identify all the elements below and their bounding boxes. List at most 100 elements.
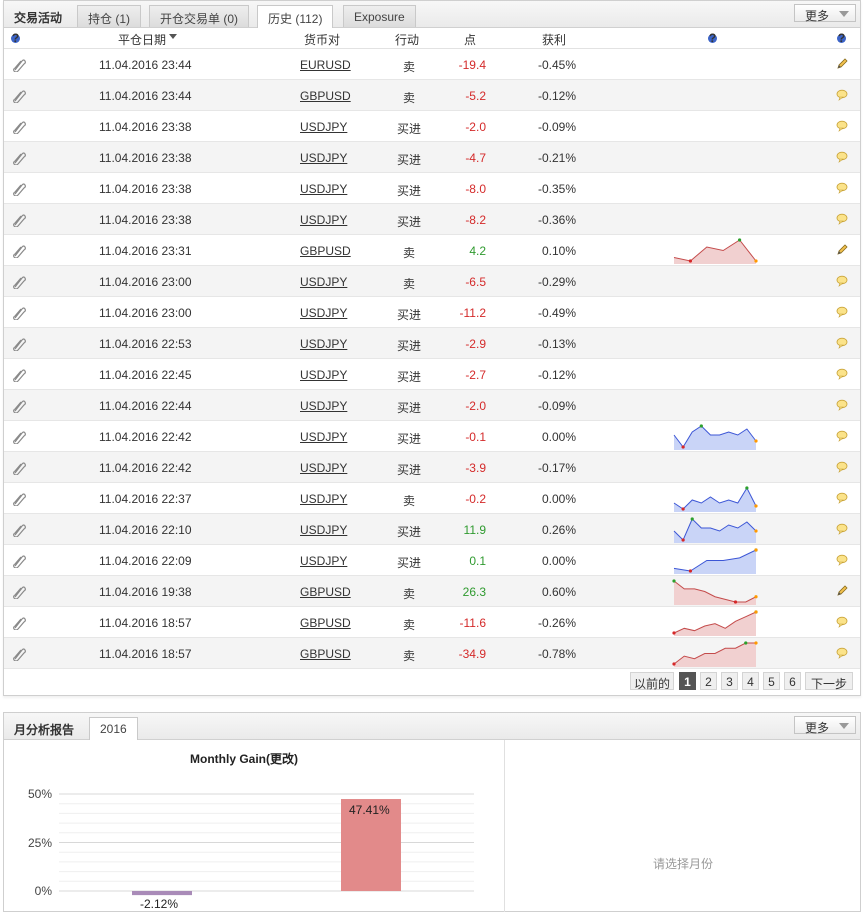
paperclip-icon[interactable]: [12, 554, 26, 568]
currency-pair-link[interactable]: USDJPY: [300, 306, 348, 320]
paperclip-icon[interactable]: [12, 182, 26, 196]
currency-pair-link[interactable]: USDJPY: [300, 461, 348, 475]
comment-icon[interactable]: [836, 275, 848, 287]
currency-pair-link[interactable]: GBPUSD: [300, 585, 351, 599]
comment-icon[interactable]: [836, 647, 848, 659]
table-row[interactable]: 11.04.2016 19:38 GBPUSD 卖 26.3 0.60%: [4, 576, 860, 607]
currency-pair-link[interactable]: GBPUSD: [300, 647, 351, 661]
comment-icon[interactable]: [836, 151, 848, 163]
paperclip-icon[interactable]: [12, 461, 26, 475]
table-row[interactable]: 11.04.2016 22:53 USDJPY 买进 -2.9 -0.13%: [4, 328, 860, 359]
currency-pair-link[interactable]: GBPUSD: [300, 89, 351, 103]
currency-pair-link[interactable]: USDJPY: [300, 368, 348, 382]
pagination-page-4[interactable]: 4: [742, 672, 759, 690]
paperclip-icon[interactable]: [12, 151, 26, 165]
table-row[interactable]: 11.04.2016 18:57 GBPUSD 卖 -11.6 -0.26%: [4, 607, 860, 638]
currency-pair-link[interactable]: USDJPY: [300, 337, 348, 351]
table-row[interactable]: 11.04.2016 22:45 USDJPY 买进 -2.7 -0.12%: [4, 359, 860, 390]
paperclip-icon[interactable]: [12, 399, 26, 413]
table-row[interactable]: 11.04.2016 23:38 USDJPY 买进 -4.7 -0.21%: [4, 142, 860, 173]
comment-icon[interactable]: [836, 120, 848, 132]
tab-exposure[interactable]: Exposure: [343, 5, 416, 27]
currency-pair-link[interactable]: GBPUSD: [300, 244, 351, 258]
currency-pair-link[interactable]: EURUSD: [300, 58, 351, 72]
more-dropdown-button[interactable]: 更多: [794, 716, 856, 735]
comment-icon[interactable]: [836, 523, 848, 535]
comment-icon[interactable]: [836, 182, 848, 194]
paperclip-icon[interactable]: [12, 275, 26, 289]
tab-history[interactable]: 历史 (112): [257, 5, 334, 28]
comment-icon[interactable]: [836, 337, 848, 349]
table-row[interactable]: 11.04.2016 22:42 USDJPY 买进 -3.9 -0.17%: [4, 452, 860, 483]
currency-pair-link[interactable]: USDJPY: [300, 151, 348, 165]
paperclip-icon[interactable]: [12, 213, 26, 227]
paperclip-icon[interactable]: [12, 585, 26, 599]
column-header-close-date[interactable]: 平仓日期: [118, 31, 178, 48]
table-row[interactable]: 11.04.2016 23:00 USDJPY 卖 -6.5 -0.29%: [4, 266, 860, 297]
pagination-next-button[interactable]: 下一步: [805, 672, 853, 691]
currency-pair-link[interactable]: USDJPY: [300, 213, 348, 227]
comment-icon[interactable]: [836, 213, 848, 225]
help-icon[interactable]: ?: [837, 31, 846, 45]
table-row[interactable]: 11.04.2016 22:44 USDJPY 买进 -2.0 -0.09%: [4, 390, 860, 421]
currency-pair-link[interactable]: USDJPY: [300, 182, 348, 196]
pencil-icon[interactable]: [836, 244, 848, 256]
paperclip-icon[interactable]: [12, 337, 26, 351]
pagination-prev-button[interactable]: 以前的: [630, 672, 674, 691]
currency-pair-link[interactable]: USDJPY: [300, 554, 348, 568]
comment-icon[interactable]: [836, 461, 848, 473]
table-row[interactable]: 11.04.2016 23:38 USDJPY 买进 -2.0 -0.09%: [4, 111, 860, 142]
tab-year-2016[interactable]: 2016: [89, 717, 138, 740]
table-row[interactable]: 11.04.2016 23:44 GBPUSD 卖 -5.2 -0.12%: [4, 80, 860, 111]
table-row[interactable]: 11.04.2016 22:10 USDJPY 买进 11.9 0.26%: [4, 514, 860, 545]
paperclip-icon[interactable]: [12, 89, 26, 103]
paperclip-icon[interactable]: [12, 244, 26, 258]
pagination-page-5[interactable]: 5: [763, 672, 780, 690]
paperclip-icon[interactable]: [12, 120, 26, 134]
currency-pair-link[interactable]: USDJPY: [300, 399, 348, 413]
comment-icon[interactable]: [836, 616, 848, 628]
table-row[interactable]: 11.04.2016 23:38 USDJPY 买进 -8.2 -0.36%: [4, 204, 860, 235]
table-row[interactable]: 11.04.2016 23:31 GBPUSD 卖 4.2 0.10%: [4, 235, 860, 266]
paperclip-icon[interactable]: [12, 647, 26, 661]
comment-icon[interactable]: [836, 89, 848, 101]
table-row[interactable]: 11.04.2016 22:42 USDJPY 买进 -0.1 0.00%: [4, 421, 860, 452]
bar[interactable]: [132, 891, 192, 896]
currency-pair-link[interactable]: USDJPY: [300, 430, 348, 444]
paperclip-icon[interactable]: [12, 523, 26, 537]
tab-pending-orders[interactable]: 开仓交易单 (0): [149, 5, 250, 27]
column-header-action[interactable]: 行动: [395, 33, 420, 47]
table-row[interactable]: 11.04.2016 23:44 EURUSD 卖 -19.4 -0.45%: [4, 49, 860, 80]
table-row[interactable]: 11.04.2016 23:38 USDJPY 买进 -8.0 -0.35%: [4, 173, 860, 204]
column-header-pair[interactable]: 货币对: [304, 33, 341, 47]
paperclip-icon[interactable]: [12, 430, 26, 444]
table-row[interactable]: 11.04.2016 18:57 GBPUSD 卖 -34.9 -0.78%: [4, 638, 860, 669]
currency-pair-link[interactable]: USDJPY: [300, 492, 348, 506]
paperclip-icon[interactable]: [12, 492, 26, 506]
currency-pair-link[interactable]: USDJPY: [300, 523, 348, 537]
pagination-page-2[interactable]: 2: [700, 672, 717, 690]
column-header-points[interactable]: 点: [464, 33, 477, 47]
comment-icon[interactable]: [836, 554, 848, 566]
pencil-icon[interactable]: [836, 585, 848, 597]
pagination-page-6[interactable]: 6: [784, 672, 801, 690]
help-icon[interactable]: ?: [708, 31, 717, 45]
pencil-icon[interactable]: [836, 58, 848, 70]
paperclip-icon[interactable]: [12, 306, 26, 320]
paperclip-icon[interactable]: [12, 58, 26, 72]
comment-icon[interactable]: [836, 306, 848, 318]
currency-pair-link[interactable]: USDJPY: [300, 120, 348, 134]
currency-pair-link[interactable]: GBPUSD: [300, 616, 351, 630]
comment-icon[interactable]: [836, 430, 848, 442]
column-header-profit[interactable]: 获利: [542, 33, 567, 47]
table-row[interactable]: 11.04.2016 22:37 USDJPY 卖 -0.2 0.00%: [4, 483, 860, 514]
pagination-page-1[interactable]: 1: [679, 672, 696, 690]
table-row[interactable]: 11.04.2016 22:09 USDJPY 买进 0.1 0.00%: [4, 545, 860, 576]
comment-icon[interactable]: [836, 368, 848, 380]
help-icon[interactable]: ?: [11, 31, 20, 45]
table-row[interactable]: 11.04.2016 23:00 USDJPY 买进 -11.2 -0.49%: [4, 297, 860, 328]
tab-open-positions[interactable]: 持仓 (1): [77, 5, 142, 27]
comment-icon[interactable]: [836, 492, 848, 504]
bar[interactable]: [341, 799, 401, 891]
paperclip-icon[interactable]: [12, 616, 26, 630]
